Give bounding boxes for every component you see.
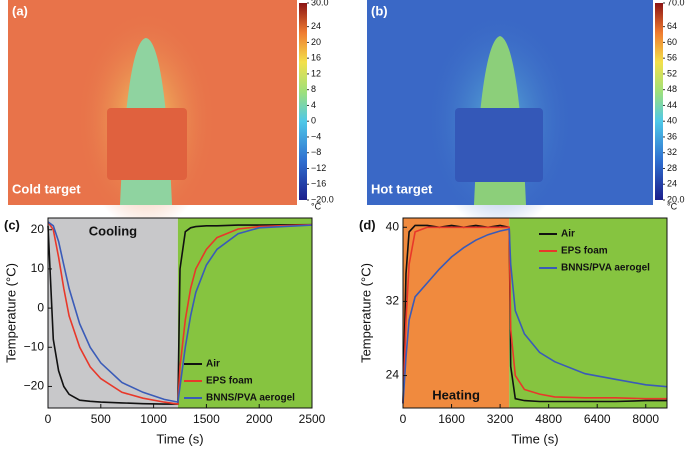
plot-frame (47, 217, 313, 409)
colorbar-tick-label: 28 (667, 163, 677, 173)
x-tick-label: 1000 (140, 412, 167, 426)
thermal-image-cold (8, 0, 297, 230)
colorbar-tick-label: 24 (667, 179, 677, 189)
colorbar-tick-label: 20 (311, 37, 321, 47)
colorbar-unit: °C (311, 201, 322, 211)
panel-label: (d) (359, 217, 376, 232)
legend-label: BNNS/PVA aerogel (206, 393, 295, 404)
colorbar-tick-label: 64 (667, 21, 677, 31)
legend-label: BNNS/PVA aerogel (561, 263, 650, 274)
colorbar-tick-label: 48 (667, 84, 677, 94)
colorbar-tick-label: −16 (311, 179, 326, 189)
colorbar-tick-label: −20.0 (311, 194, 334, 204)
colorbar-tick-label: 20.0 (667, 194, 685, 204)
x-tick-label: 6400 (584, 412, 611, 426)
legend-label: EPS foam (561, 246, 608, 257)
x-tick-label: 500 (91, 412, 111, 426)
colorbar-tick-label: −12 (311, 163, 326, 173)
caption: Hot target (371, 181, 433, 196)
shaded-region (403, 218, 510, 408)
colorbar-tick-label: −4 (311, 131, 321, 141)
colorbar-tick-label: −8 (311, 147, 321, 157)
colorbar-unit: °C (667, 201, 678, 211)
colorbar (299, 3, 307, 200)
annotation: Heating (432, 387, 480, 402)
panel-label: (c) (4, 217, 20, 232)
x-axis-label: Time (s) (156, 431, 203, 446)
series-line (47, 221, 313, 404)
series-line (402, 228, 668, 404)
colorbar-tick-label: 30.0 (311, 0, 329, 7)
panel-label: (a) (12, 3, 28, 18)
colorbar-tick-label: 0 (311, 116, 316, 126)
colorbar-tick-label: 40 (667, 116, 677, 126)
colorbar-tick-label: 60 (667, 37, 677, 47)
y-tick-label: 24 (386, 368, 400, 382)
annotation: Cooling (89, 223, 137, 238)
legend-label: Air (206, 359, 220, 370)
colorbar-tick-label: 12 (311, 68, 321, 78)
series-line (402, 226, 667, 404)
y-tick-label: 20 (31, 222, 45, 236)
colorbar-tick-label: 16 (311, 53, 321, 63)
y-tick-label: 10 (31, 261, 45, 275)
x-axis-label: Time (s) (511, 431, 558, 446)
series-line (402, 224, 667, 404)
y-tick-label: −10 (24, 339, 45, 353)
y-tick-label: 32 (386, 294, 400, 308)
colorbar-tick-label: 70.0 (667, 0, 685, 7)
colorbar-tick-label: 36 (667, 131, 677, 141)
thermal-image-hot (367, 0, 653, 230)
colorbar-tick-label: 44 (667, 100, 677, 110)
caption: Cold target (12, 181, 81, 196)
panel-label: (b) (371, 3, 388, 18)
x-tick-label: 3200 (487, 412, 514, 426)
colorbar-tick-label: 52 (667, 68, 677, 78)
legend-label: EPS foam (206, 376, 253, 387)
shaded-region (509, 218, 667, 408)
colorbar (655, 3, 663, 200)
x-tick-label: 4800 (535, 412, 562, 426)
y-tick-label: 40 (386, 219, 400, 233)
colorbar-tick-label: 56 (667, 53, 677, 63)
shaded-region (48, 218, 178, 408)
x-tick-label: 2000 (246, 412, 273, 426)
x-tick-label: 1500 (193, 412, 220, 426)
x-tick-label: 0 (45, 412, 52, 426)
y-tick-label: −20 (24, 379, 45, 393)
colorbar-tick-label: 24 (311, 21, 321, 31)
x-tick-label: 8000 (632, 412, 659, 426)
legend-label: Air (561, 229, 575, 240)
x-tick-label: 2500 (299, 412, 326, 426)
series-line (47, 223, 313, 405)
y-axis-label: Temperature (°C) (3, 263, 18, 363)
colorbar-tick-label: 8 (311, 84, 316, 94)
plot-frame (402, 217, 668, 409)
series-line (47, 221, 313, 406)
y-axis-label: Temperature (°C) (358, 263, 373, 363)
colorbar-tick-label: 4 (311, 100, 316, 110)
shaded-region (177, 218, 312, 408)
x-tick-label: 1600 (438, 412, 465, 426)
y-tick-label: 0 (37, 300, 44, 314)
colorbar-tick-label: 32 (667, 147, 677, 157)
x-tick-label: 0 (400, 412, 407, 426)
